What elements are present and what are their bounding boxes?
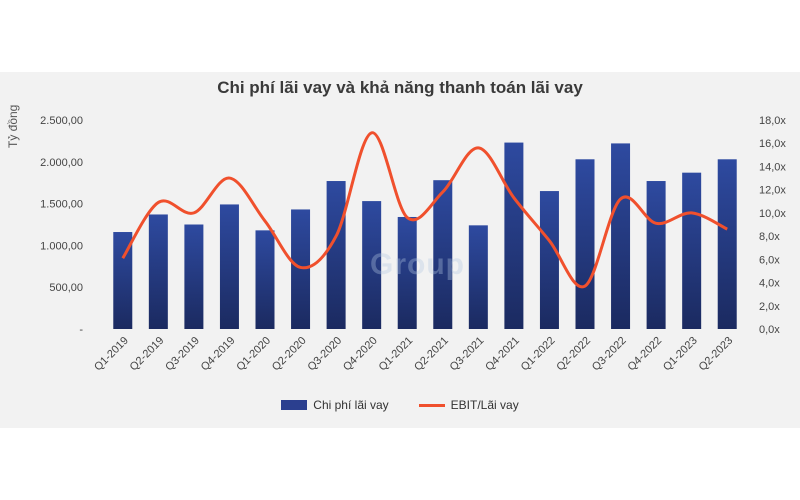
y-right-tick-label: 16,0x (759, 138, 786, 150)
bar-Q2-2023 (717, 159, 737, 329)
y-right-tick-label: 0,0x (759, 324, 780, 336)
bar-Q3-2022 (611, 143, 631, 329)
y-left-tick-label: 2.500,00 (40, 115, 83, 127)
legend-label-bars: Chi phí lãi vay (313, 398, 389, 412)
x-tick-label: Q3-2020 (305, 335, 344, 374)
bar-Q1-2020 (255, 230, 275, 329)
y-axis-label: Tỷ đồng (6, 104, 20, 148)
y-left-tick-label: - (79, 324, 83, 336)
chart-legend: Chi phí lãi vay EBIT/Lãi vay (0, 398, 800, 412)
bar-Q2-2019 (148, 214, 168, 329)
bar-Q4-2022 (646, 181, 666, 329)
legend-bar-swatch (281, 400, 308, 410)
x-tick-label: Q1-2022 (519, 335, 558, 374)
x-tick-label: Q3-2021 (448, 335, 487, 374)
bar-Q2-2020 (291, 209, 311, 329)
x-tick-label: Q1-2019 (92, 335, 131, 374)
bar-Q4-2020 (362, 201, 382, 329)
bar-Q1-2023 (682, 172, 702, 329)
bar-Q1-2022 (539, 191, 559, 329)
legend-item-line: EBIT/Lãi vay (418, 398, 519, 412)
y-right-tick-label: 4,0x (759, 278, 780, 290)
legend-item-bars: Chi phí lãi vay (281, 398, 389, 412)
y-left-tick-label: 1.000,00 (40, 240, 83, 252)
legend-label-line: EBIT/Lãi vay (450, 398, 519, 412)
y-right-tick-label: 18,0x (759, 115, 786, 127)
x-tick-label: Q4-2020 (341, 335, 380, 374)
x-tick-label: Q2-2019 (128, 335, 167, 374)
y-right-tick-label: 8,0x (759, 231, 780, 243)
x-tick-label: Q3-2019 (163, 335, 202, 374)
bar-Q2-2021 (433, 180, 453, 329)
y-left-tick-label: 2.000,00 (40, 157, 83, 169)
x-tick-label: Q3-2022 (590, 335, 629, 374)
y-right-tick-label: 14,0x (759, 161, 786, 173)
y-right-tick-label: 10,0x (759, 208, 786, 220)
bar-Q3-2020 (326, 181, 346, 329)
y-left-tick-label: 1.500,00 (40, 199, 83, 211)
x-tick-label: Q4-2022 (625, 335, 664, 374)
legend-line-swatch (418, 403, 445, 407)
y-right-tick-label: 6,0x (759, 254, 780, 266)
y-left-tick-label: 500,00 (49, 282, 83, 294)
x-tick-label: Q4-2021 (483, 335, 522, 374)
bar-Q3-2019 (184, 224, 204, 329)
x-tick-label: Q1-2023 (661, 335, 700, 374)
bar-Q4-2019 (219, 204, 239, 329)
x-tick-label: Q4-2019 (199, 335, 238, 374)
bar-Q2-2022 (575, 159, 595, 329)
x-tick-label: Q2-2022 (554, 335, 593, 374)
x-tick-label: Q1-2020 (234, 335, 273, 374)
x-tick-label: Q1-2021 (377, 335, 416, 374)
bar-Q4-2021 (504, 142, 524, 329)
bar-Q3-2021 (468, 225, 488, 329)
x-tick-label: Q2-2021 (412, 335, 451, 374)
y-right-tick-label: 2,0x (759, 301, 780, 313)
bar-Q1-2019 (113, 232, 133, 329)
y-right-tick-label: 12,0x (759, 185, 786, 197)
bar-Q1-2021 (397, 216, 417, 329)
x-tick-label: Q2-2023 (697, 335, 736, 374)
x-tick-label: Q2-2020 (270, 335, 309, 374)
chart-title: Chi phí lãi vay và khả năng thanh toán l… (217, 78, 583, 97)
watermark-logo: Group (370, 248, 465, 281)
